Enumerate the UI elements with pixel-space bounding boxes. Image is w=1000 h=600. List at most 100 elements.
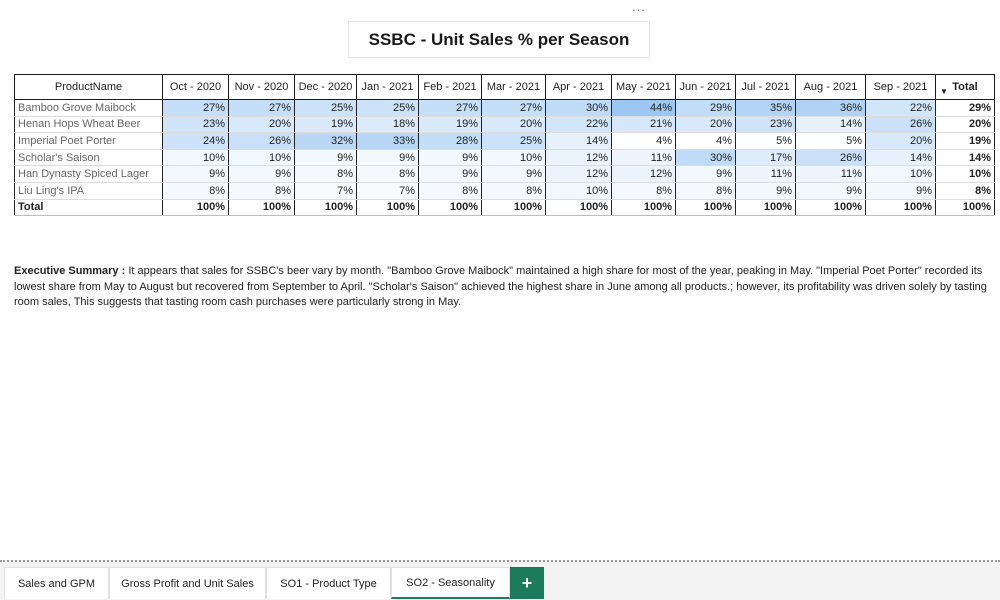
value-cell: 14% [865,149,936,167]
product-name-cell: Han Dynasty Spiced Lager [14,165,163,183]
value-cell: 35% [735,99,796,117]
tab-gross-profit-and-unit-sales[interactable]: Gross Profit and Unit Sales [109,567,266,599]
value-cell: 26% [228,132,295,150]
column-header-month[interactable]: Apr - 2021 [545,74,612,100]
value-cell: 11% [795,165,866,183]
column-total-cell: 100% [356,198,419,217]
sort-descending-icon[interactable]: ▼ [940,87,948,96]
value-cell: 23% [735,116,796,134]
row-total-cell: 20% [935,116,995,134]
value-cell: 14% [545,132,612,150]
table-row[interactable]: Han Dynasty Spiced Lager 9% 9% 8% 8% 9% 9% 12% 1… [14,165,995,183]
value-cell: 12% [545,165,612,183]
table-row[interactable]: Liu Ling's IPA 8% 8% 7% 7% 8% 8% 10% 8% 8% 9% 9% 9% 8… [14,182,995,200]
value-cell: 19% [418,116,482,134]
column-total-cell: 100% [545,198,612,217]
column-header-productname[interactable]: ProductName [14,74,163,100]
tab-sales-and-gpm[interactable]: Sales and GPM [4,567,109,599]
column-total-cell: 100% [735,198,796,217]
table-row[interactable]: Henan Hops Wheat Beer 23% 20% 19% 18% 19% 20% 2… [14,116,995,134]
row-total-cell: 14% [935,149,995,167]
row-total-cell: 29% [935,99,995,117]
value-cell: 22% [545,116,612,134]
column-header-month[interactable]: Feb - 2021 [418,74,482,100]
value-cell: 4% [675,132,736,150]
column-total-cell: 100% [795,198,866,217]
value-cell: 29% [675,99,736,117]
value-cell: 20% [675,116,736,134]
value-cell: 9% [865,182,936,200]
value-cell: 32% [294,132,357,150]
column-header-month[interactable]: Aug - 2021 [795,74,866,100]
summary-text: It appears that sales for SSBC's beer va… [14,265,987,308]
value-cell: 30% [545,99,612,117]
executive-summary: Executive Summary : It appears that sale… [14,264,990,311]
column-header-month[interactable]: May - 2021 [611,74,676,100]
value-cell: 25% [481,132,546,150]
value-cell: 28% [418,132,482,150]
table-row[interactable]: Bamboo Grove Maibock 27% 27% 25% 25% 27% 27% 30… [14,99,995,117]
value-cell: 11% [735,165,796,183]
value-cell: 9% [418,165,482,183]
column-header-month[interactable]: Dec - 2020 [294,74,357,100]
value-cell: 12% [611,165,676,183]
row-total-cell: 19% [935,132,995,150]
more-options-icon[interactable]: ... [632,0,646,14]
value-cell: 27% [162,99,229,117]
column-total-cell: 100% [162,198,229,217]
value-cell: 26% [865,116,936,134]
column-header-total-label: Total [952,81,978,93]
value-cell: 10% [162,149,229,167]
value-cell: 11% [611,149,676,167]
summary-label: Executive Summary : [14,265,126,277]
value-cell: 27% [418,99,482,117]
totals-row: Total 100% 100% 100% 100% 100% 100% 100% 100% 100… [14,198,995,217]
value-cell: 8% [162,182,229,200]
row-total-cell: 8% [935,182,995,200]
value-cell: 9% [795,182,866,200]
value-cell: 12% [545,149,612,167]
add-page-button[interactable]: + [510,567,544,599]
value-cell: 7% [294,182,357,200]
column-total-cell: 100% [294,198,357,217]
tab-so1-product-type[interactable]: SO1 - Product Type [266,567,391,599]
value-cell: 10% [545,182,612,200]
page-tab-bar: Sales and GPM Gross Profit and Unit Sale… [0,560,1000,600]
value-cell: 26% [795,149,866,167]
value-cell: 19% [294,116,357,134]
value-cell: 10% [865,165,936,183]
value-cell: 9% [735,182,796,200]
value-cell: 4% [611,132,676,150]
value-cell: 10% [228,149,295,167]
product-name-cell: Imperial Poet Porter [14,132,163,150]
column-total-cell: 100% [675,198,736,217]
product-name-cell: Henan Hops Wheat Beer [14,116,163,134]
value-cell: 8% [418,182,482,200]
column-header-month[interactable]: Sep - 2021 [865,74,936,100]
value-cell: 33% [356,132,419,150]
value-cell: 8% [675,182,736,200]
value-cell: 20% [481,116,546,134]
value-cell: 9% [418,149,482,167]
column-header-month[interactable]: Mar - 2021 [481,74,546,100]
column-header-month[interactable]: Oct - 2020 [162,74,229,100]
column-header-month[interactable]: Jul - 2021 [735,74,796,100]
value-cell: 8% [481,182,546,200]
value-cell: 20% [228,116,295,134]
table-header-row: ProductName Oct - 2020 Nov - 2020 Dec - 20… [14,74,995,100]
value-cell: 8% [228,182,295,200]
table-row[interactable]: Imperial Poet Porter 24% 26% 32% 33% 28% 25% 14… [14,132,995,150]
value-cell: 8% [294,165,357,183]
column-header-total[interactable]: Total ▼ [935,74,995,100]
value-cell: 25% [356,99,419,117]
value-cell: 9% [675,165,736,183]
tab-so2-seasonality[interactable]: SO2 - Seasonality [391,567,510,599]
column-header-month[interactable]: Jan - 2021 [356,74,419,100]
table-row[interactable]: Scholar's Saison 10% 10% 9% 9% 9% 10% 12% 11% 30%… [14,149,995,167]
column-header-month[interactable]: Nov - 2020 [228,74,295,100]
value-cell: 9% [228,165,295,183]
value-cell: 17% [735,149,796,167]
value-cell: 22% [865,99,936,117]
column-header-month[interactable]: Jun - 2021 [675,74,736,100]
row-total-cell: 10% [935,165,995,183]
